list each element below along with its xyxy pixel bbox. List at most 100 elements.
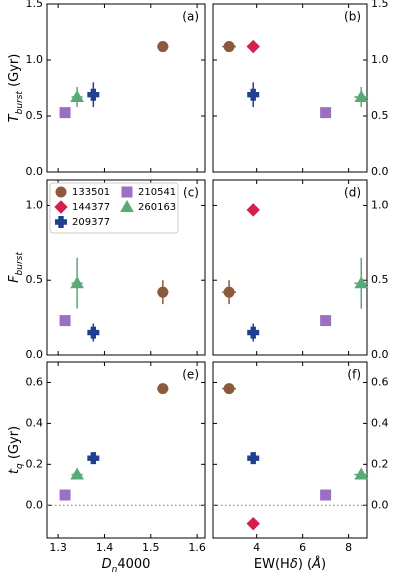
label-part: (Gyr) [7,426,22,463]
marker [55,216,67,228]
marker [247,452,260,465]
marker [246,203,260,217]
x-tick-label: 4 [253,541,260,554]
panel: 0.0 0.2 0.4 0.6 1.3 1.4 1.5 1.6 (e) tq (Gyr) Dn400… [7,361,206,573]
panel: 0.0 0.5 1.0 (c) Fburst 133501 144377 209377 2105… [7,179,206,361]
label-part: ) ( [298,557,312,572]
label-part: (Gyr) [7,54,22,91]
marker [247,326,260,339]
label-part: F [7,275,22,283]
panel-label: (e) [182,368,199,382]
y-axis-label: tq (Gyr) [7,426,25,474]
panel-label: (b) [344,10,361,24]
x-tick-label: 1.4 [96,541,114,554]
marker [59,489,71,501]
marker [55,186,67,198]
label-part: q [15,463,25,469]
label-part: 4000 [117,557,150,572]
x-axis-label: Dn4000 [102,557,151,573]
y-tick-label: 0.6 [371,375,389,388]
panel: 0.0 0.2 0.4 0.6 4 6 8 (f) EW(Hδ) (Å) [212,361,389,572]
marker [70,89,84,102]
y-tick-label: 0.6 [26,375,44,388]
y-tick-label: 1.0 [26,198,44,211]
x-tick-label: 6 [299,541,306,554]
axes-frame [212,361,368,539]
label-part: t [7,468,22,474]
y-tick-label: 1.0 [371,53,389,66]
marker [121,186,133,198]
marker [246,39,260,54]
y-axis-label: Fburst [7,252,25,283]
x-tick-label: 8 [345,541,352,554]
marker [120,199,134,212]
label-part: δ [290,557,298,572]
panel-label: (c) [183,186,199,200]
y-tick-label: 0.0 [26,348,44,361]
marker [247,88,260,101]
y-tick-label: 0.5 [371,273,389,286]
marker [87,88,100,101]
y-tick-label: 1.5 [26,0,44,10]
axes-frame [46,179,206,356]
legend-label: 210541 [138,187,176,198]
marker [354,467,369,480]
y-tick-label: 0.5 [371,109,389,122]
panel: 0.0 0.5 1.0 1.5 (a) Tburst (Gyr) [7,0,206,178]
y-tick-label: 0.5 [26,109,44,122]
y-tick-label: 1.0 [26,53,44,66]
marker [157,286,169,298]
x-tick-label: 1.5 [142,541,160,554]
marker [320,107,332,119]
marker [70,467,84,480]
y-tick-label: 0.2 [26,457,44,470]
marker [157,41,169,53]
marker [59,107,71,119]
y-tick-label: 0.0 [26,165,44,178]
y-tick-label: 1.5 [371,0,389,10]
y-tick-label: 0.5 [26,273,44,286]
marker [354,89,369,102]
axes-frame [46,3,206,173]
axes-frame [212,3,368,173]
axes-frame [212,179,368,356]
label-part: ) [321,557,326,572]
marker [59,315,71,327]
y-tick-label: 0.0 [26,498,44,511]
y-axis-label: Tburst (Gyr) [7,54,25,123]
marker [223,286,235,298]
panel: 0.0 0.5 1.0 1.5 (b) [212,0,389,178]
x-tick-label: 1.6 [188,541,206,554]
marker [320,489,332,501]
legend-label: 209377 [72,217,110,228]
label-part: Å [311,556,321,572]
x-axis-label: EW(Hδ) (Å) [254,556,326,572]
y-tick-label: 0.4 [371,416,389,429]
legend-box [49,182,179,234]
marker [87,452,100,465]
legend-label: 144377 [72,202,110,213]
x-tick-label: 1.3 [49,541,67,554]
marker [354,276,369,289]
label-part: burst [15,252,25,276]
marker [223,41,235,53]
label-part: D [102,557,112,572]
y-tick-label: 1.0 [371,198,389,211]
marker [246,516,260,531]
panel: 0.0 0.5 1.0 (d) [212,179,389,361]
label-part: EW(H [254,557,290,572]
legend-label: 260163 [138,202,176,213]
label-part: T [7,113,22,122]
label-part: burst [15,91,25,115]
y-tick-label: 0.4 [26,416,44,429]
marker [320,315,332,327]
label-part: n [112,565,118,573]
y-tick-label: 0.2 [371,457,389,470]
marker [223,383,235,395]
marker [157,383,169,395]
axes-frame [46,361,206,539]
panel-label: (f) [347,368,361,382]
panel-label: (d) [344,186,361,200]
marker [54,200,68,214]
